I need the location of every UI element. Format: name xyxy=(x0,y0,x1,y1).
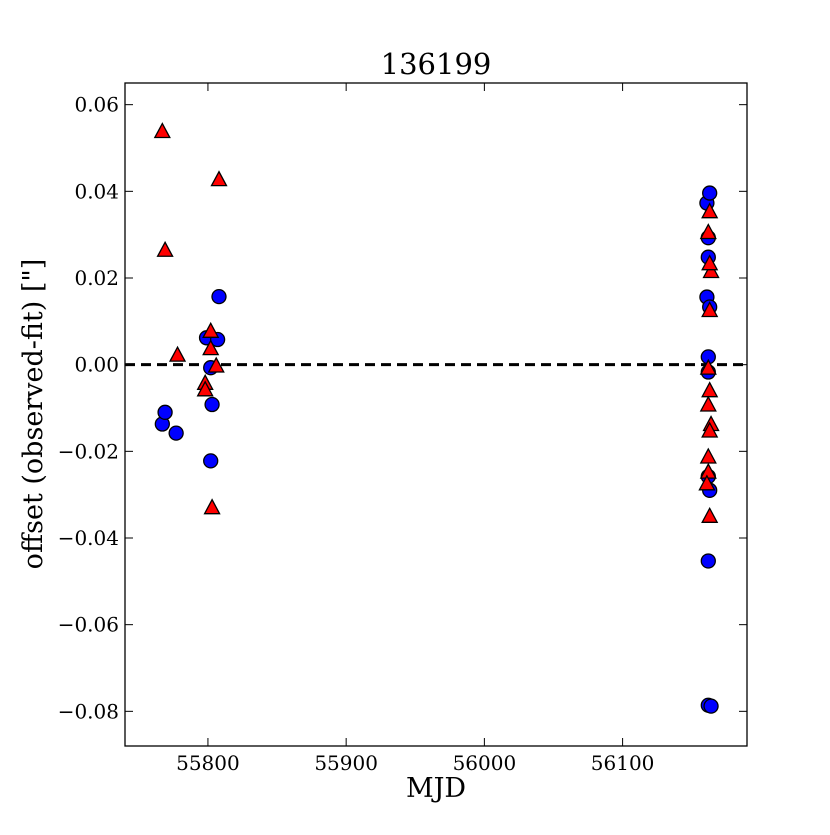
y-tick-label: 0.00 xyxy=(74,353,119,377)
data-point-triangle xyxy=(699,223,717,240)
data-point-circle xyxy=(703,698,719,714)
data-point-triangle xyxy=(202,339,220,356)
data-point-circle xyxy=(700,553,716,569)
x-tick-label: 55800 xyxy=(176,751,240,775)
data-point-circle xyxy=(157,404,173,420)
data-point-triangle xyxy=(701,421,719,438)
data-point-circle xyxy=(204,396,220,413)
y-tick-label: −0.08 xyxy=(58,699,119,723)
x-tick-label: 55900 xyxy=(314,751,378,775)
y-axis-label: offset (observed-fit) ["] xyxy=(18,259,49,570)
data-point-circle xyxy=(702,185,718,201)
data-point-triangle xyxy=(203,498,221,515)
data-point-triangle xyxy=(701,202,719,219)
data-point-triangle xyxy=(698,474,716,491)
data-point-circle xyxy=(168,425,184,441)
data-point-triangle xyxy=(702,262,720,279)
data-point-triangle xyxy=(701,381,719,398)
data-point-triangle xyxy=(168,345,187,362)
y-tick-label: −0.02 xyxy=(58,439,119,463)
data-point-triangle xyxy=(699,447,717,464)
data-point-triangle xyxy=(210,170,228,187)
x-tick-label: 56000 xyxy=(453,751,517,775)
data-point-triangle xyxy=(207,356,225,373)
x-axis-label: MJD xyxy=(406,773,466,804)
chart-title: 136199 xyxy=(381,47,492,81)
y-tick-label: −0.04 xyxy=(58,526,119,550)
plot-area: 0.06 0.04 0.02 0.00 −0.02 −0.04 −0.06 −0.08 5580… xyxy=(58,83,747,775)
data-point-triangle xyxy=(699,395,717,412)
data-point-circle xyxy=(203,453,219,469)
data-point-circle xyxy=(211,288,227,305)
data-point-triangle xyxy=(202,321,220,338)
y-tick-label: −0.06 xyxy=(58,613,119,637)
data-point-triangle xyxy=(153,122,171,139)
y-tick-label: 0.04 xyxy=(74,179,119,203)
data-point-triangle xyxy=(196,380,214,397)
y-tick-label: 0.06 xyxy=(74,93,119,117)
data-point-triangle xyxy=(699,358,717,375)
data-point-triangle xyxy=(701,254,719,271)
data-point-triangle xyxy=(701,506,719,523)
plot-frame xyxy=(124,82,748,747)
x-tick-label: 56100 xyxy=(591,751,655,775)
y-tick-label: 0.02 xyxy=(74,266,119,290)
data-point-triangle xyxy=(156,240,174,257)
data-point-triangle xyxy=(701,301,719,318)
